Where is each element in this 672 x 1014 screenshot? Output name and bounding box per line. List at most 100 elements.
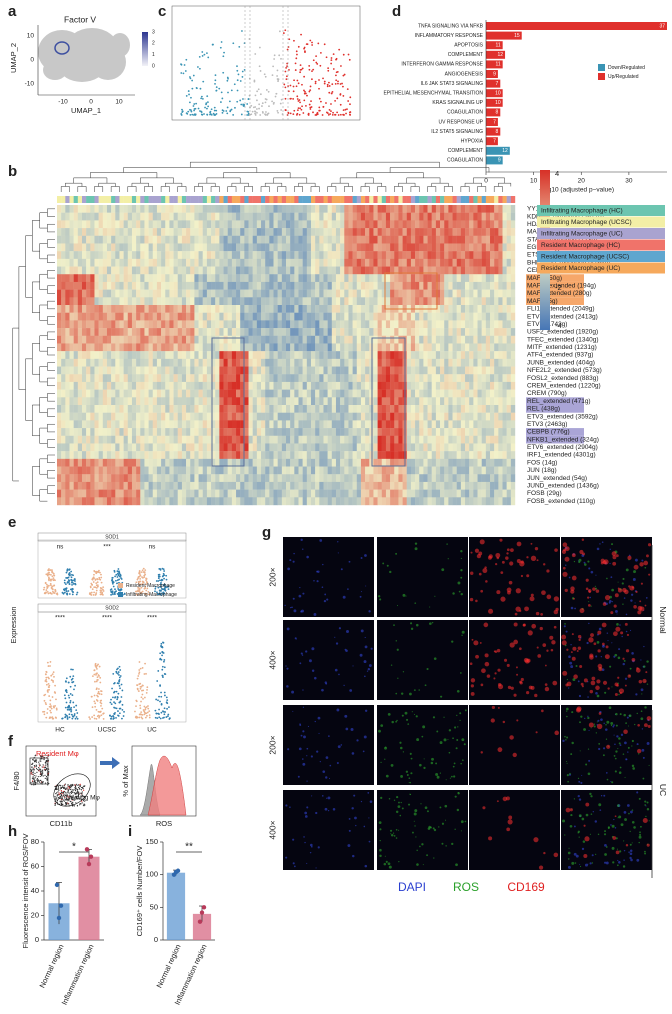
heat-cell bbox=[281, 320, 287, 329]
heat-cell bbox=[65, 220, 70, 229]
heat-cell bbox=[510, 281, 516, 290]
heat-cell bbox=[269, 405, 274, 413]
heat-cell bbox=[490, 274, 495, 283]
heat-cell bbox=[294, 205, 299, 213]
heat-cell bbox=[102, 228, 108, 236]
heat-cell bbox=[90, 274, 95, 283]
heat-cell bbox=[169, 474, 174, 483]
heat-cell bbox=[202, 374, 208, 383]
heat-cell bbox=[290, 443, 295, 452]
heat-cell bbox=[256, 243, 262, 252]
group-annotation bbox=[327, 196, 332, 203]
heat-cell bbox=[152, 458, 158, 467]
heat-cell bbox=[65, 343, 70, 352]
heat-cell bbox=[490, 312, 495, 321]
heat-cell bbox=[173, 389, 178, 398]
heat-cell bbox=[206, 297, 212, 306]
heat-cell bbox=[94, 274, 99, 283]
heat-cell bbox=[73, 405, 79, 413]
heat-cell bbox=[236, 289, 241, 298]
heat-cell bbox=[377, 435, 382, 444]
heat-cell bbox=[440, 212, 445, 221]
heat-cell bbox=[94, 335, 99, 344]
heat-cell bbox=[81, 258, 87, 267]
heat-cell bbox=[298, 374, 303, 383]
volcano-point bbox=[199, 110, 201, 112]
volcano-point bbox=[271, 74, 274, 77]
heat-cell bbox=[406, 281, 412, 290]
heat-cell bbox=[369, 251, 374, 260]
heat-cell bbox=[406, 451, 412, 460]
heat-cell bbox=[152, 312, 158, 321]
heat-cell bbox=[94, 312, 99, 321]
heat-cell bbox=[406, 289, 412, 298]
heat-cell bbox=[165, 343, 170, 352]
heat-cell bbox=[223, 474, 228, 483]
heat-cell bbox=[156, 212, 162, 221]
heat-cell bbox=[119, 420, 124, 429]
heat-cell bbox=[506, 228, 512, 236]
heat-cell bbox=[281, 381, 287, 390]
volcano-point bbox=[264, 75, 267, 78]
heat-cell bbox=[465, 335, 470, 344]
heat-cell bbox=[177, 397, 183, 406]
dendrogram bbox=[231, 182, 249, 187]
heat-cell bbox=[406, 220, 412, 229]
heat-cell bbox=[190, 458, 195, 467]
heat-cell bbox=[440, 235, 445, 244]
heat-cell bbox=[415, 389, 420, 398]
heat-cell bbox=[194, 389, 199, 398]
heat-cell bbox=[298, 397, 303, 406]
heat-cell bbox=[485, 420, 491, 429]
heat-cell bbox=[510, 474, 516, 483]
heat-cell bbox=[173, 451, 178, 460]
heat-cell bbox=[252, 212, 258, 221]
heat-cell bbox=[181, 458, 187, 467]
group-annotation bbox=[231, 196, 237, 203]
heat-cell bbox=[202, 289, 208, 298]
heat-cell bbox=[494, 258, 499, 267]
heat-cell bbox=[123, 335, 128, 344]
volcano-point bbox=[239, 99, 242, 102]
heat-cell bbox=[261, 374, 266, 383]
heat-cell bbox=[286, 335, 291, 344]
heat-cell bbox=[115, 481, 120, 490]
heat-cell bbox=[415, 266, 420, 275]
heat-cell bbox=[136, 381, 141, 390]
heat-cell bbox=[444, 481, 449, 490]
heat-cell bbox=[148, 412, 153, 421]
heat-cell bbox=[173, 251, 178, 260]
heat-cell bbox=[423, 297, 428, 306]
heat-cell bbox=[315, 251, 320, 260]
heat-cell bbox=[265, 358, 270, 367]
heat-cell bbox=[294, 335, 299, 344]
heat-cell bbox=[348, 412, 353, 421]
volcano-point bbox=[203, 53, 206, 56]
heat-cell bbox=[177, 389, 183, 398]
group-annotation bbox=[181, 196, 187, 203]
dendrogram bbox=[227, 186, 237, 192]
heat-cell bbox=[315, 281, 320, 290]
heat-cell bbox=[502, 243, 507, 252]
heat-cell bbox=[173, 305, 178, 313]
heat-cell bbox=[431, 428, 437, 436]
heat-cell bbox=[136, 405, 141, 413]
heat-cell bbox=[131, 274, 137, 283]
heat-cell bbox=[81, 358, 87, 367]
heat-cell bbox=[177, 281, 183, 290]
volcano-point bbox=[204, 106, 206, 109]
heat-cell bbox=[356, 435, 362, 444]
heat-cell bbox=[198, 289, 203, 298]
heat-cell bbox=[444, 420, 449, 429]
heat-cell bbox=[381, 228, 387, 236]
heat-cell bbox=[348, 358, 353, 367]
heat-cell bbox=[273, 489, 278, 498]
heat-cell bbox=[440, 266, 445, 275]
heat-cell bbox=[240, 358, 245, 367]
heat-cell bbox=[331, 381, 337, 390]
heat-cell bbox=[448, 374, 453, 383]
heat-cell bbox=[57, 335, 62, 344]
heat-cell bbox=[194, 474, 199, 483]
heat-cell bbox=[98, 435, 103, 444]
heat-cell bbox=[261, 312, 266, 321]
